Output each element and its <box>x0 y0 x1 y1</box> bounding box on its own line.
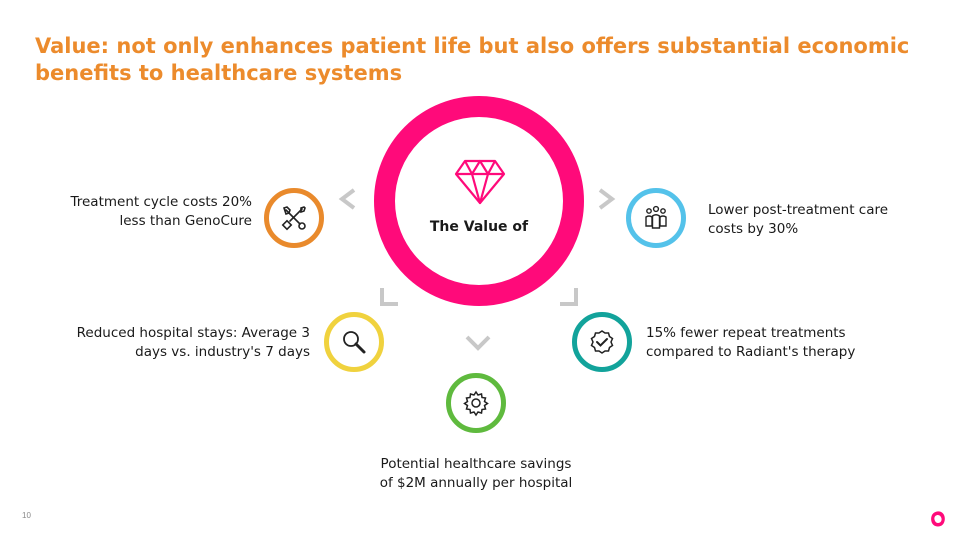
tools-icon <box>281 206 306 231</box>
post-treatment-node <box>626 188 686 248</box>
slide-title: Value: not only enhances patient life bu… <box>35 33 915 87</box>
chevron-left-icon <box>338 188 356 210</box>
chevron-down-icon <box>465 335 491 351</box>
people-icon <box>645 205 667 229</box>
title-line-1: Value: not only enhances patient life bu… <box>35 34 910 58</box>
hospital-stay-label: Reduced hospital stays: Average 3 days v… <box>76 325 310 360</box>
title-line-2: benefits to healthcare systems <box>35 61 403 85</box>
brand-logo-icon <box>931 511 945 527</box>
repeat-treatment-node <box>572 312 632 372</box>
savings-node <box>446 373 506 433</box>
repeat-treatment-label: 15% fewer repeat treatments compared to … <box>646 325 856 360</box>
savings-label: Potential healthcare savings of $2M annu… <box>379 456 573 491</box>
hub-label: The Value of <box>429 219 529 235</box>
page-number: 10 <box>22 511 31 520</box>
cost-node <box>264 188 324 248</box>
check-badge-icon <box>590 330 614 354</box>
chevron-down-left-icon <box>380 288 398 306</box>
diamond-icon <box>454 159 506 205</box>
chevron-right-icon <box>598 188 616 210</box>
hospital-stay-node <box>324 312 384 372</box>
cost-label: Treatment cycle costs 20% less than Geno… <box>70 194 252 229</box>
search-icon <box>343 331 366 354</box>
post-treatment-label: Lower post-treatment care costs by 30% <box>708 202 889 237</box>
chevron-down-right-icon <box>560 288 578 306</box>
gear-icon <box>463 390 489 417</box>
